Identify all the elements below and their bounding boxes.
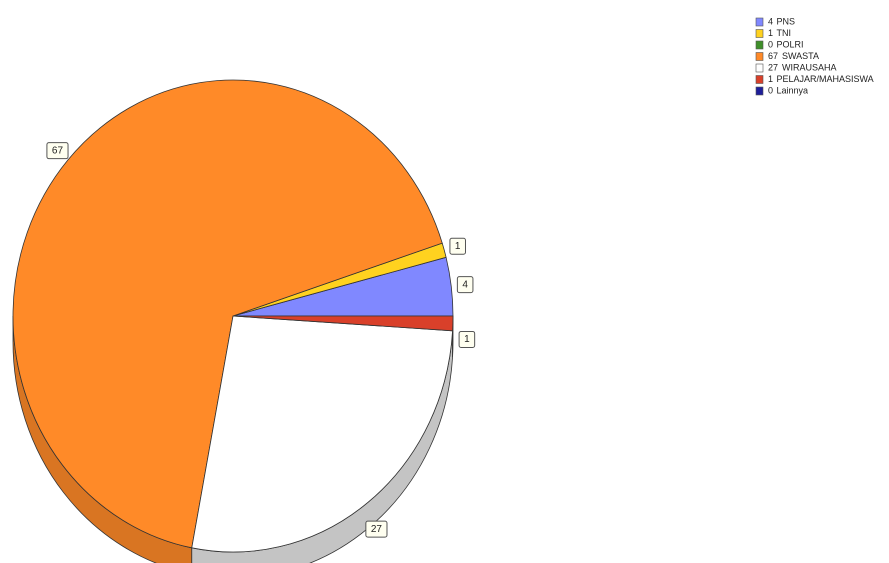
legend-value: 67 [768, 51, 778, 61]
legend-label: POLRI [777, 39, 804, 49]
legend-label: WIRAUSAHA [782, 62, 837, 72]
data-label-text: 67 [52, 145, 64, 156]
legend-swatch [755, 52, 764, 61]
data-label: 4 [456, 276, 474, 294]
legend-label: PNS [777, 16, 796, 26]
legend-label: SWASTA [782, 51, 819, 61]
data-label-text: 4 [462, 279, 468, 290]
data-label-text: 27 [371, 524, 383, 535]
data-label: 67 [46, 142, 69, 160]
data-label-box [365, 520, 388, 538]
data-label-text: 1 [455, 241, 461, 252]
data-label: 1 [449, 237, 466, 255]
legend-value: 1 [768, 28, 773, 38]
legend-swatch [755, 29, 764, 38]
legend-label: Lainnya [777, 85, 809, 95]
data-label-box [458, 330, 476, 348]
data-label-box [456, 276, 474, 294]
legend-swatch [755, 75, 764, 84]
data-label-box [46, 142, 69, 160]
legend-value: 0 [768, 85, 773, 95]
legend-value: 27 [768, 62, 778, 72]
legend-value: 0 [768, 39, 773, 49]
legend-value: 1 [768, 74, 773, 84]
legend-swatch [755, 40, 764, 50]
legend-swatch [755, 86, 764, 96]
legend-swatch [755, 63, 764, 73]
data-label: 27 [365, 520, 388, 538]
legend-swatch [755, 17, 764, 27]
legend-value: 4 [768, 16, 773, 26]
legend-label: PELAJAR/MAHASISWA [777, 74, 874, 84]
data-label-box [449, 237, 466, 255]
pie-slice [12, 79, 443, 549]
pie-slice [232, 315, 454, 332]
pie-slice [191, 315, 453, 553]
data-label: 1 [458, 330, 476, 348]
data-label-text: 1 [464, 334, 470, 345]
legend-label: TNI [777, 28, 792, 38]
